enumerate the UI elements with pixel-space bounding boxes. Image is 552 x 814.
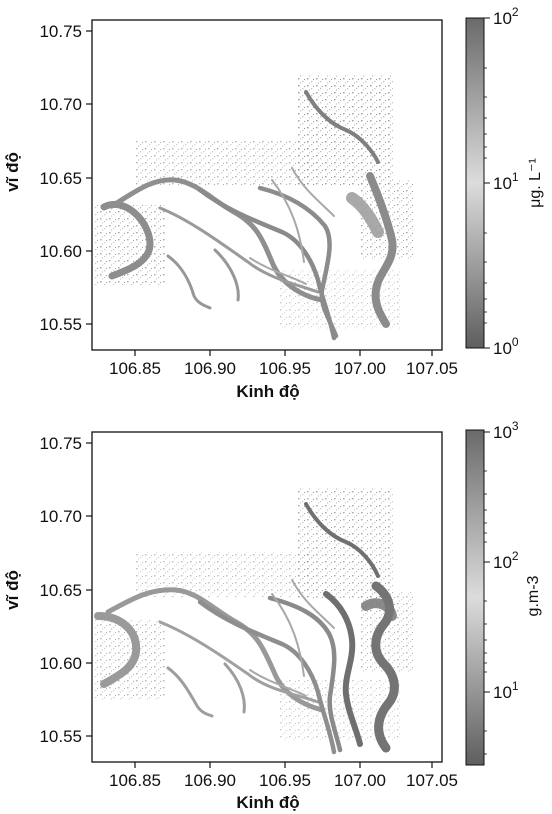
y-tick-label: 10.75 [39, 434, 82, 453]
river-small-3 [291, 167, 335, 217]
tick-exponent: 2 [512, 5, 519, 19]
river-small-3 [291, 579, 335, 629]
river-small-2 [249, 257, 307, 285]
river-middle-branch [158, 206, 320, 294]
river-delta-east [346, 192, 384, 238]
y-tick-label: 10.70 [39, 95, 82, 114]
river-central [267, 595, 343, 753]
tick-exponent: 3 [512, 419, 519, 433]
map-layer [95, 75, 415, 341]
colorbar-minor-ticks [484, 67, 487, 324]
colorbar-tick-label: 103 [493, 419, 519, 442]
map-panel-chlorophyll: 10.75 10.70 10.65 10.60 10.55 vĩ độ 106.… [3, 5, 544, 401]
x-tick-label: 106.85 [109, 359, 161, 378]
river-south-west [166, 666, 214, 718]
river-small-2 [249, 669, 307, 697]
y-axis: 10.75 10.70 10.65 10.60 10.55 vĩ độ [3, 434, 92, 746]
tick-base: 10 [493, 174, 512, 193]
river-south-west [166, 254, 212, 310]
x-axis-title: Kinh độ [236, 382, 299, 401]
river-main-west [100, 201, 154, 280]
x-tick-label: 106.90 [184, 771, 236, 790]
tick-base: 10 [493, 339, 512, 358]
x-axis: 106.85 106.90 106.95 107.00 107.05 Kinh … [109, 762, 458, 812]
x-tick-label: 106.90 [184, 359, 236, 378]
y-axis-title: vĩ độ [3, 570, 22, 610]
colorbar-tick-label: 102 [493, 549, 519, 572]
colorbar: 102 101 100 μg. L⁻¹ [465, 5, 544, 358]
colorbar-title: μg. L⁻¹ [527, 158, 544, 208]
river-dong-nai-upper [304, 90, 380, 164]
colorbar-gradient [465, 429, 485, 766]
river-soirap [197, 599, 337, 755]
x-axis: 106.85 106.90 106.95 107.00 107.05 Kinh … [109, 350, 458, 401]
y-tick-label: 10.55 [39, 727, 82, 746]
x-tick-label: 107.00 [334, 771, 386, 790]
speckle-area-west [95, 205, 165, 285]
colorbar-title: g.m-3 [525, 575, 542, 616]
x-axis-title: Kinh độ [236, 793, 299, 812]
colorbar-gradient [465, 17, 485, 349]
map-panel-tss: 10.75 10.70 10.65 10.60 10.55 vĩ độ 106.… [3, 419, 542, 812]
river-long-tau [366, 172, 397, 328]
x-tick-label: 106.95 [259, 359, 311, 378]
colorbar-tick-label: 100 [493, 335, 519, 358]
x-tick-label: 106.95 [259, 771, 311, 790]
speckle-area-northwest [135, 140, 315, 185]
river-small-1 [271, 179, 305, 263]
tick-exponent: 1 [512, 170, 519, 184]
tick-exponent: 0 [512, 335, 519, 349]
tick-exponent: 2 [512, 549, 519, 563]
y-tick-label: 10.60 [39, 242, 82, 261]
y-tick-label: 10.70 [39, 507, 82, 526]
y-tick-label: 10.60 [39, 654, 82, 673]
x-tick-label: 107.05 [406, 359, 458, 378]
colorbar-tick-label: 101 [493, 170, 519, 193]
tick-base: 10 [493, 9, 512, 28]
river-middle-branch [158, 620, 320, 704]
tick-exponent: 1 [512, 679, 519, 693]
tick-base: 10 [493, 423, 512, 442]
river-dong-nai-upper [304, 502, 380, 578]
river-small-1 [271, 593, 305, 677]
river-south-mid [213, 248, 240, 302]
y-axis-title: vĩ độ [3, 152, 22, 192]
x-tick-label: 106.85 [109, 771, 161, 790]
colorbar: 103 102 101 g.m-3 [465, 419, 542, 766]
river-nha-be [323, 591, 363, 747]
river-south-mid [223, 662, 246, 714]
river-central [257, 185, 339, 339]
y-tick-label: 10.65 [39, 169, 82, 188]
x-tick-label: 107.00 [334, 359, 386, 378]
tick-base: 10 [493, 683, 512, 702]
colorbar-minor-ticks [484, 470, 487, 755]
x-tick-label: 107.05 [406, 771, 458, 790]
colorbar-tick-label: 101 [493, 679, 519, 702]
tick-base: 10 [493, 553, 512, 572]
y-tick-label: 10.75 [39, 22, 82, 41]
y-tick-label: 10.65 [39, 581, 82, 600]
y-axis: 10.75 10.70 10.65 10.60 10.55 vĩ độ [3, 22, 92, 334]
colorbar-tick-label: 102 [493, 5, 519, 28]
map-layer [94, 488, 415, 755]
y-tick-label: 10.55 [39, 315, 82, 334]
river-delta-east [361, 598, 397, 621]
river-main-west [94, 612, 141, 688]
